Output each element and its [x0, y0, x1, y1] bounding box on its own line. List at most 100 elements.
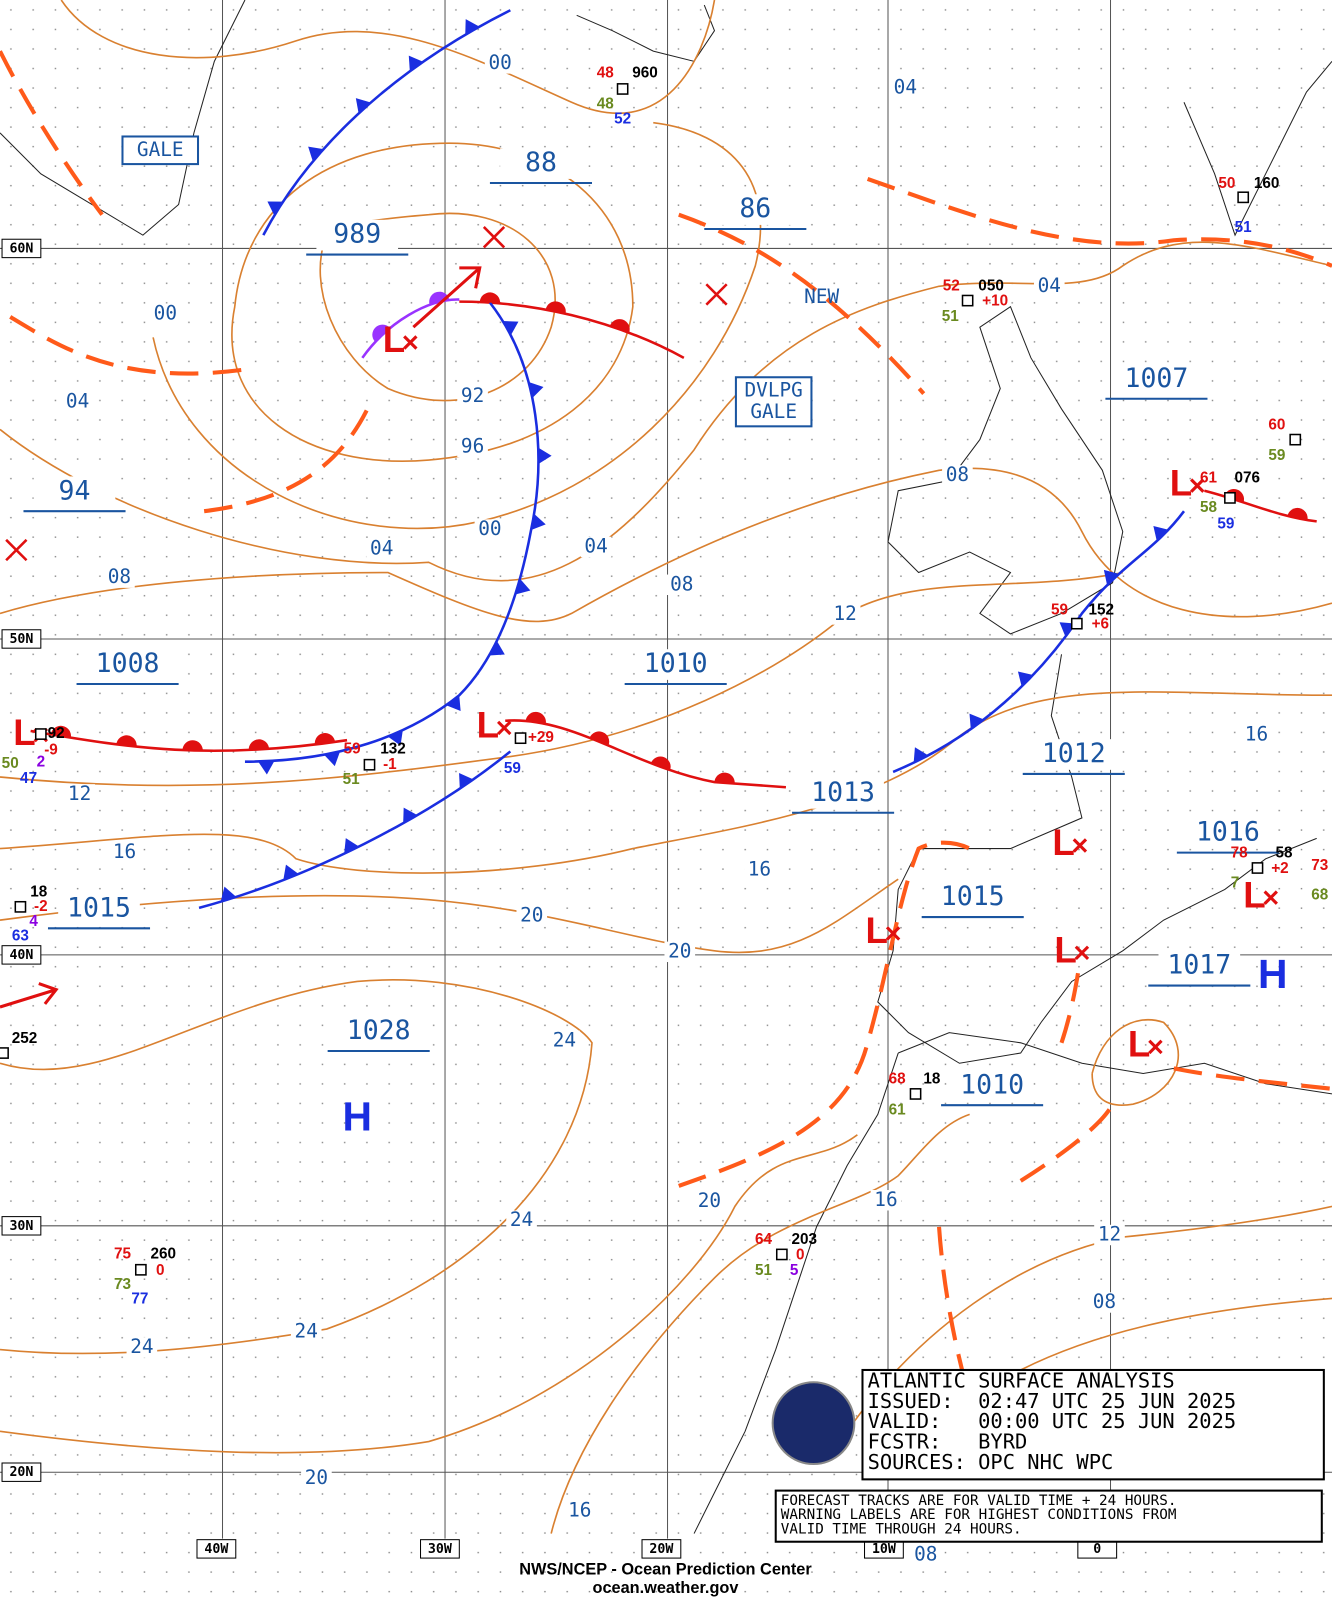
station-value: 050 — [978, 277, 1004, 294]
low-marker-x — [5, 538, 28, 562]
lon-label-box — [641, 1539, 682, 1559]
lat-label: 30N — [9, 1219, 33, 1234]
warm-front-symbol — [589, 731, 610, 746]
isobar-label: 16 — [113, 840, 136, 863]
box-sources: SOURCES: OPC NHC WPC — [868, 1450, 1114, 1474]
station-value: +6 — [1092, 616, 1109, 633]
warm-front-symbol — [429, 291, 450, 305]
cold-front-symbol — [344, 838, 359, 854]
isobar-label: 92 — [461, 384, 484, 407]
low-marker-x — [482, 226, 506, 249]
pressure-center: 88 — [525, 147, 557, 178]
station-value: 92 — [48, 725, 65, 742]
isobar-label: 00 — [154, 301, 177, 324]
isobar-label-bg — [104, 567, 135, 588]
low-center: L — [1128, 1024, 1150, 1065]
station-icon — [1070, 617, 1083, 630]
station-value: 63 — [12, 928, 29, 945]
isobar-label: 00 — [488, 51, 511, 74]
lat-label: 50N — [9, 632, 33, 647]
station-value: 7 — [1231, 874, 1240, 891]
station-icon — [1289, 433, 1302, 446]
box-issued: ISSUED: 02:47 UTC 25 JUN 2025 — [868, 1389, 1237, 1413]
station-value: 52 — [614, 111, 631, 128]
isobar-label-bg — [109, 842, 140, 863]
noaa-logo — [771, 1381, 856, 1466]
low-x — [1148, 1039, 1163, 1055]
note-line: WARNING LABELS ARE FOR HIGHEST CONDITION… — [781, 1507, 1177, 1523]
station-value: +2 — [1271, 860, 1288, 877]
warm-front-symbol — [1287, 507, 1308, 521]
pressure-center: 1015 — [67, 892, 131, 923]
pressure-center-bg — [337, 1016, 420, 1047]
warm-front-symbol — [116, 735, 137, 747]
cold-front-symbol — [531, 513, 546, 530]
lon-label: 0 — [1093, 1542, 1101, 1557]
isobar-label: 12 — [1098, 1223, 1121, 1246]
pressure-center: 1012 — [1042, 738, 1106, 769]
pressure-center-bg — [931, 882, 1014, 913]
station-value: 0 — [156, 1262, 165, 1279]
station-value: 59 — [504, 760, 521, 777]
cold-front-symbol — [408, 55, 424, 72]
cold-front-symbol — [538, 447, 552, 465]
box-forecaster: FCSTR: BYRD — [868, 1430, 1028, 1454]
pressure-center: 989 — [333, 219, 381, 250]
cold-front-symbol — [528, 382, 544, 398]
low-x — [1190, 478, 1205, 493]
lon-label-box — [196, 1539, 237, 1559]
warm-front-symbol — [248, 739, 270, 751]
station-value: 076 — [1235, 470, 1261, 487]
isobar-label: 00 — [478, 517, 501, 540]
isobar-label: 16 — [748, 858, 771, 881]
isobar-label: 20 — [698, 1189, 721, 1212]
station-value: 59 — [344, 740, 361, 757]
isobar-label: 20 — [520, 904, 543, 927]
warning-label: DVLPG — [745, 379, 803, 402]
station-value: 64 — [755, 1231, 773, 1248]
station-value: 0 — [796, 1247, 805, 1264]
station-value: 48 — [597, 65, 615, 82]
isobar-label: 16 — [568, 1499, 591, 1522]
station-value: 52 — [943, 277, 960, 294]
station-value: 61 — [889, 1101, 907, 1118]
isobar-label-bg — [564, 1500, 596, 1522]
low-center: L — [1052, 822, 1074, 863]
isobar-label: 04 — [894, 75, 917, 98]
isobar-label: 16 — [1245, 723, 1268, 746]
isobar-label-bg — [150, 303, 181, 325]
isobar-label: 08 — [1093, 1290, 1116, 1313]
station-value: 50 — [2, 755, 19, 772]
station-icon — [1237, 191, 1250, 204]
isobar-label-bg — [290, 1321, 322, 1343]
station-icon — [961, 294, 974, 307]
warning-box — [121, 135, 200, 166]
cold-front-symbol — [403, 807, 418, 824]
isobar-label: 12 — [833, 602, 856, 625]
low-center: L — [477, 705, 499, 746]
isobar-label: 04 — [584, 534, 607, 557]
station-value: 78 — [1231, 845, 1249, 862]
pressure-center: 1010 — [644, 648, 708, 679]
isobar-label-bg — [1089, 1292, 1120, 1313]
isobar-label-bg — [1094, 1224, 1125, 1246]
cold-front-symbol — [459, 773, 474, 789]
station-value: 4 — [29, 913, 38, 930]
lon-label: 30W — [428, 1542, 452, 1557]
station-value: 59 — [1217, 516, 1234, 533]
station-value: 50 — [1218, 175, 1235, 192]
warm-front-symbol — [50, 725, 72, 738]
low-x — [497, 720, 512, 736]
warning-label: GALE — [750, 400, 797, 423]
cold-front-symbol — [355, 98, 371, 114]
low-x — [1263, 890, 1278, 905]
station-value: 51 — [755, 1262, 773, 1279]
station-value: 132 — [380, 740, 406, 757]
station-value: 58 — [1276, 845, 1294, 862]
station-value: 48 — [597, 95, 615, 112]
pressure-center: 1007 — [1124, 363, 1188, 394]
station-value: 51 — [343, 771, 361, 788]
station-value: 18 — [30, 884, 48, 901]
